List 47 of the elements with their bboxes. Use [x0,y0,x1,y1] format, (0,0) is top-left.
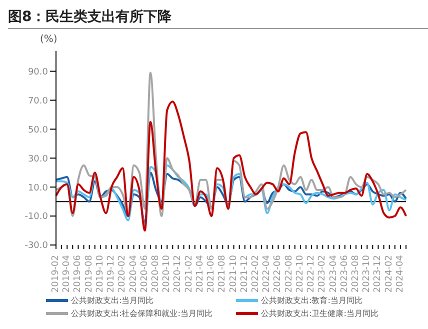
line-series [55,72,407,218]
line-series [55,100,407,232]
x-tick-label: 2021-04 [195,254,206,293]
y-tick-label: 90.0 [28,67,48,78]
x-tick-label: 2019-08 [84,254,94,293]
x-tick-label: 2021-10 [228,254,239,293]
x-tick-label: 2020-06 [140,254,150,293]
x-tick-label: 2021-02 [184,255,194,293]
legend-label: 公共财政支出:卫生健康:当月同比 [261,308,378,319]
y-tick-label: 10.0 [28,183,48,194]
x-tick-label: 2021-12 [240,255,250,293]
x-tick-label: 2022-02 [251,255,261,293]
x-tick-label: 2020-12 [173,255,184,293]
x-tick-label: 2022-08 [284,254,294,293]
y-tick-label: -30.0 [24,241,48,252]
chart-title: 图8：民生类支出有所下降 [8,8,428,29]
legend-label: 公共财政支出:教育:当月同比 [261,295,362,306]
x-tick-label: 2020-04 [128,254,139,293]
x-tick-label: 2021-08 [218,254,228,293]
x-tick-label: 2023-06 [340,254,350,293]
x-tick-label: 2019-06 [73,254,84,293]
x-tick-label: 2019-04 [62,254,72,293]
x-tick-label: 2022-06 [273,254,284,293]
x-tick-label: 2024-04 [395,254,406,293]
x-tick-label: 2023-08 [351,254,361,293]
y-axis-title: (%) [40,34,58,45]
x-tick-label: 2023-04 [328,254,339,293]
x-tick-label: 2023-10 [362,254,372,293]
x-tick-label: 2020-10 [162,254,172,293]
x-tick-label: 2020-02 [118,255,128,293]
legend-label: 公共财政支出:社会保障和就业:当月同比 [71,308,212,319]
y-tick-label: 50.0 [28,125,48,136]
legend-label: 公共财政支出:当月同比 [71,295,154,306]
x-tick-label: 2022-04 [262,254,272,293]
x-tick-label: 2019-10 [95,254,106,293]
x-tick-label: 2022-12 [306,255,317,293]
x-tick-label: 2021-06 [206,254,217,293]
x-tick-label: 2019-02 [51,255,61,293]
x-tick-label: 2023-12 [373,255,384,293]
x-tick-label: 2019-12 [106,255,117,293]
x-tick-label: 2022-10 [295,254,306,293]
x-tick-label: 2023-02 [318,255,328,293]
x-tick-label: 2024-02 [384,255,394,293]
y-tick-label: 30.0 [28,154,48,164]
y-tick-label: -10.0 [24,212,48,222]
y-tick-label: 70.0 [28,96,48,106]
x-tick-label: 2020-08 [151,254,161,293]
